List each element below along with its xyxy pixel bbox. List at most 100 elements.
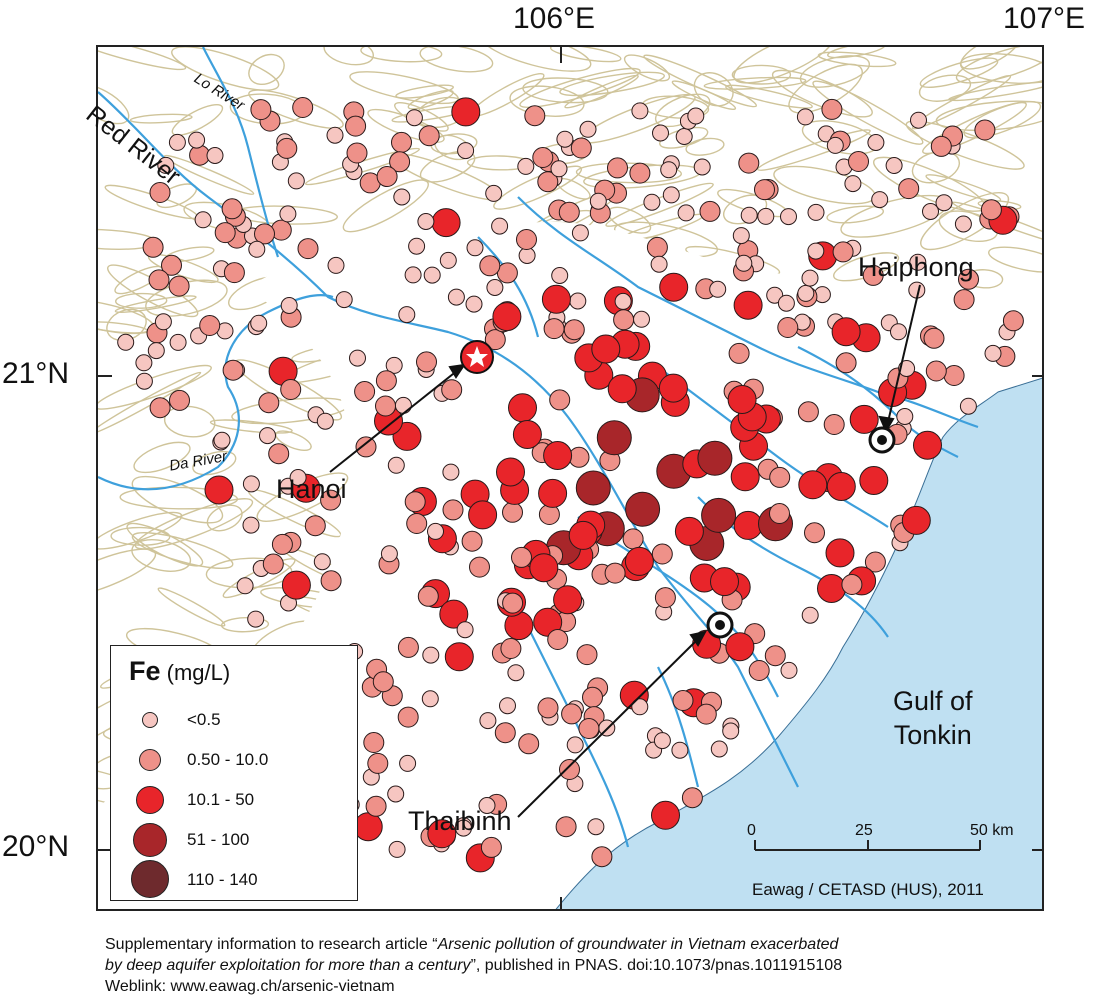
sample-point (387, 456, 405, 474)
sample-point (486, 279, 504, 296)
terrain-contour (209, 419, 293, 434)
sample-point (958, 268, 979, 290)
sample-point (571, 224, 589, 242)
sample-point (533, 607, 563, 637)
sample-point (242, 516, 260, 534)
legend-title: Fe (mg/L) (129, 656, 230, 687)
sample-point (516, 229, 537, 250)
sample-point (292, 97, 314, 118)
legend-label-4: 51 - 100 (187, 830, 250, 849)
sample-point (561, 703, 583, 725)
sample-point (651, 800, 680, 830)
legend: Fe (mg/L) <0.5 0.50 - 10.0 10.1 - 50 51 … (110, 645, 358, 901)
sample-point (194, 211, 212, 229)
sample-point (766, 286, 784, 304)
sample-point (570, 137, 592, 159)
sample-point (898, 178, 920, 200)
sample-point (492, 302, 522, 332)
sample-point (117, 333, 135, 351)
sample-point (517, 157, 535, 175)
sample-point (385, 356, 403, 374)
terrain-contour (757, 129, 871, 171)
map-frame[interactable] (96, 45, 1044, 911)
sample-point (439, 599, 469, 629)
sample-point (499, 697, 516, 715)
sample-point (444, 642, 474, 672)
sample-point (221, 198, 243, 220)
sample-point (922, 203, 939, 220)
terrain-contour (919, 57, 999, 88)
sample-point (518, 733, 540, 755)
sample-point (417, 213, 435, 230)
sample-point (558, 201, 580, 223)
sample-point (416, 351, 437, 373)
sample-point (250, 314, 268, 332)
sample-point (974, 119, 996, 141)
sample-point (862, 264, 884, 286)
legend-item-1: <0.5 (111, 700, 359, 740)
legend-item-4: 51 - 100 (111, 820, 359, 860)
sample-point (532, 147, 554, 168)
sample-point (672, 690, 694, 711)
sample-point (859, 466, 889, 495)
sample-point (213, 431, 231, 449)
sample-point (867, 134, 885, 151)
terrain-contour (163, 154, 255, 195)
sample-point (222, 359, 244, 381)
sample-point (925, 360, 947, 382)
sample-point (660, 161, 678, 179)
sample-point (728, 342, 750, 364)
sample-point (980, 199, 1002, 221)
terrain-contour (134, 498, 254, 550)
gulf-label-line2: Tonkin (893, 720, 972, 750)
sample-point (494, 722, 516, 744)
sample-point (735, 254, 753, 272)
tributary-1 (477, 236, 540, 338)
sample-point (817, 574, 846, 603)
sample-point (168, 275, 190, 297)
caption-line-2: by deep aquifer exploitation for more th… (105, 955, 842, 976)
terrain-contour (771, 69, 873, 118)
sample-point (258, 392, 280, 414)
sample-point (727, 385, 757, 414)
caption-weblink[interactable]: Weblink: www.eawag.ch/arsenic-vietnam (105, 978, 395, 995)
lat-label-20: 20°N (2, 830, 70, 863)
sample-point (709, 280, 727, 298)
sample-point (442, 499, 464, 521)
terrain-contour (110, 526, 171, 546)
terrain-contour (119, 486, 239, 510)
sample-point (769, 466, 791, 488)
thaibinh-marker-dot (715, 620, 725, 630)
sample-point (764, 645, 786, 667)
sample-point (398, 306, 416, 324)
sample-point (247, 610, 265, 628)
terrain-contour (248, 53, 285, 85)
sample-point (439, 251, 457, 269)
terrain-contour (693, 72, 734, 107)
sample-point (422, 646, 440, 664)
sample-point (355, 436, 377, 458)
tributary-8 (657, 666, 700, 788)
sample-point (890, 323, 907, 341)
sample-point (625, 491, 661, 527)
thaibinh-label: Thaibinh (408, 806, 512, 836)
sample-point (650, 255, 668, 273)
sample-point (457, 142, 475, 160)
caption-line-3[interactable]: Weblink: www.eawag.ch/arsenic-vietnam (105, 976, 842, 997)
terrain-contour (157, 587, 226, 627)
sample-point (835, 352, 857, 374)
sample-point (693, 158, 711, 176)
hanoi-label: Hanoi (276, 474, 347, 504)
sample-point (710, 567, 739, 597)
sample-point (154, 313, 172, 331)
sample-point (537, 697, 559, 719)
terrain-contour (163, 405, 216, 438)
sample-point (864, 551, 886, 573)
sample-point (480, 836, 502, 858)
sample-point (780, 208, 797, 226)
sample-point (575, 470, 611, 506)
scale-tick-25: 25 (855, 822, 873, 839)
sample-point (248, 240, 266, 258)
sample-point (214, 222, 236, 244)
sample-point (289, 469, 307, 486)
